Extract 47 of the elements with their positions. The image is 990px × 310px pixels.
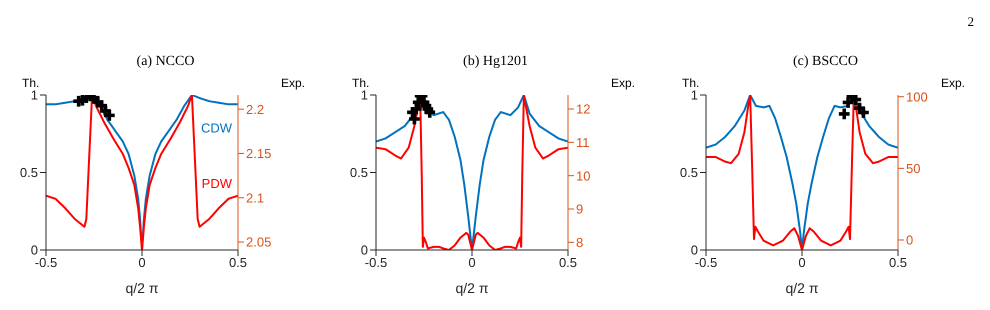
y2-axis-title: Exp. [941,76,966,90]
x-tick-label: -0.5 [364,255,388,270]
x-axis-title: q/2 π [125,280,159,296]
y-tick-label: 0.5 [350,165,368,180]
y-axis-title: Th. [22,76,40,90]
x-tick-label: 0.5 [888,255,908,270]
chart-title: (b) Hg1201 [462,54,529,70]
point [424,106,436,118]
y2-tick-label: 10 [576,168,590,184]
y-tick-label: 0 [30,242,38,258]
y2-tick-label: 11 [576,134,590,150]
y-tick-label: 0.5 [680,165,698,180]
y-tick-label: 0.5 [20,165,38,180]
y2-tick-label: 2.05 [246,234,272,250]
y2-tick-label: 2.1 [246,190,264,206]
y2-tick-label: 50 [906,160,920,176]
y-axis-title: Th. [352,76,370,90]
chart-title: (a) NCCO [136,54,196,70]
series-label: CDW [200,120,233,136]
x-tick-label: 0.5 [228,255,248,270]
y-tick-label: 0 [690,242,698,258]
y2-tick-label: 12 [576,102,590,117]
y-tick-label: 1 [30,88,38,103]
x-tick-label: 0 [798,255,806,270]
point [409,114,420,124]
x-axis-title: q/2 π [785,280,819,296]
y2-tick-label: 100 [906,89,928,104]
y-tick-label: 0 [360,242,368,258]
y2-axis-title: Exp. [281,76,306,90]
x-tick-label: 0 [138,255,146,270]
y-tick-label: 1 [690,88,698,103]
chart-title: (c) BSCCO [792,54,859,70]
y2-tick-label: 2.15 [246,146,272,162]
x-tick-label: 0.5 [558,255,578,270]
x-tick-label: -0.5 [694,255,718,270]
x-tick-label: 0 [468,255,476,270]
x-axis-title: q/2 π [455,280,489,296]
y-tick-label: 1 [360,88,368,103]
y2-tick-label: 0 [906,232,914,248]
y2-axis-title: Exp. [611,76,636,90]
series-label: PDW [202,176,233,191]
y2-tick-label: 8 [576,234,584,250]
y2-tick-label: 2.2 [246,102,264,117]
text: 2 [968,14,974,30]
x-tick-label: -0.5 [34,255,58,270]
y2-tick-label: 9 [576,202,584,217]
y-axis-title: Th. [682,76,700,90]
